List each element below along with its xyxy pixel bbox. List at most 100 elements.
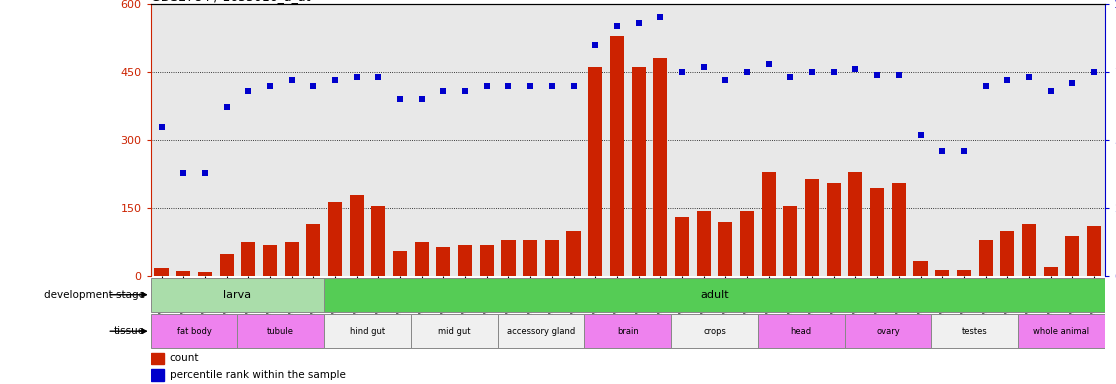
Text: adult: adult — [700, 290, 729, 300]
Bar — [263, 245, 277, 276]
Point — [218, 104, 235, 111]
Text: testes: testes — [962, 327, 988, 336]
Point — [912, 132, 930, 138]
Point — [1041, 88, 1059, 94]
Bar — [436, 247, 451, 276]
Text: mid gut: mid gut — [437, 327, 471, 336]
Point — [955, 148, 973, 154]
Bar — [480, 245, 494, 276]
Bar — [1043, 267, 1058, 276]
Bar — [501, 240, 516, 276]
Point — [326, 77, 344, 83]
Bar — [719, 222, 732, 276]
Point — [673, 69, 691, 75]
Bar — [349, 195, 364, 276]
Point — [434, 88, 452, 94]
Bar — [241, 242, 256, 276]
Bar — [458, 245, 472, 276]
Point — [413, 96, 431, 103]
FancyBboxPatch shape — [324, 314, 411, 348]
Point — [542, 83, 560, 89]
Bar — [1022, 224, 1036, 276]
Point — [586, 42, 604, 48]
Bar — [848, 172, 863, 276]
Text: head: head — [790, 327, 811, 336]
Bar — [306, 224, 320, 276]
Text: tubule: tubule — [267, 327, 295, 336]
Bar — [523, 240, 537, 276]
Point — [868, 72, 886, 78]
Bar — [956, 270, 971, 276]
Point — [933, 148, 951, 154]
Point — [348, 74, 366, 81]
Bar — [220, 254, 233, 276]
Bar — [979, 240, 992, 276]
Bar — [198, 272, 212, 276]
Point — [282, 77, 300, 83]
Text: count: count — [170, 353, 200, 363]
Point — [391, 96, 408, 103]
FancyBboxPatch shape — [151, 314, 238, 348]
Point — [608, 23, 626, 29]
Bar — [805, 179, 819, 276]
Bar — [151, 353, 164, 364]
Point — [825, 69, 843, 75]
Bar — [1000, 231, 1014, 276]
Point — [369, 74, 387, 81]
FancyBboxPatch shape — [324, 278, 1105, 311]
Bar — [696, 210, 711, 276]
FancyBboxPatch shape — [671, 314, 758, 348]
Bar — [892, 183, 906, 276]
Bar — [675, 217, 689, 276]
FancyBboxPatch shape — [585, 314, 671, 348]
Bar — [1087, 227, 1101, 276]
Bar — [740, 210, 754, 276]
Point — [781, 74, 799, 81]
FancyBboxPatch shape — [238, 314, 324, 348]
Point — [738, 69, 756, 75]
Text: ovary: ovary — [876, 327, 899, 336]
Text: larva: larva — [223, 290, 251, 300]
Point — [1064, 80, 1081, 86]
FancyBboxPatch shape — [151, 278, 324, 311]
Text: brain: brain — [617, 327, 638, 336]
Point — [239, 88, 257, 94]
FancyBboxPatch shape — [932, 314, 1018, 348]
FancyBboxPatch shape — [1018, 314, 1105, 348]
Point — [500, 83, 518, 89]
Point — [153, 124, 171, 130]
FancyBboxPatch shape — [498, 314, 585, 348]
Bar — [415, 242, 429, 276]
Point — [1020, 74, 1038, 81]
Bar — [285, 242, 299, 276]
Bar — [761, 172, 776, 276]
Bar — [545, 240, 559, 276]
Point — [889, 72, 907, 78]
Point — [847, 66, 865, 72]
Bar — [870, 188, 884, 276]
Point — [976, 83, 994, 89]
Text: GDS2784 / 1633016_a_at: GDS2784 / 1633016_a_at — [151, 0, 310, 3]
Point — [999, 77, 1017, 83]
Point — [565, 83, 583, 89]
Point — [804, 69, 821, 75]
Bar — [328, 202, 341, 276]
Bar — [609, 36, 624, 276]
Text: whole animal: whole animal — [1033, 327, 1089, 336]
Point — [716, 77, 734, 83]
Text: hind gut: hind gut — [350, 327, 385, 336]
Bar — [151, 369, 164, 381]
Point — [1085, 69, 1103, 75]
FancyBboxPatch shape — [411, 314, 498, 348]
Bar — [914, 261, 927, 276]
Point — [629, 20, 647, 26]
Bar — [935, 270, 950, 276]
FancyBboxPatch shape — [845, 314, 932, 348]
Text: fat body: fat body — [176, 327, 211, 336]
Text: tissue: tissue — [114, 326, 145, 336]
Bar — [1066, 236, 1079, 276]
Bar — [653, 58, 667, 276]
Bar — [588, 68, 603, 276]
Point — [261, 83, 279, 89]
Point — [174, 170, 192, 176]
